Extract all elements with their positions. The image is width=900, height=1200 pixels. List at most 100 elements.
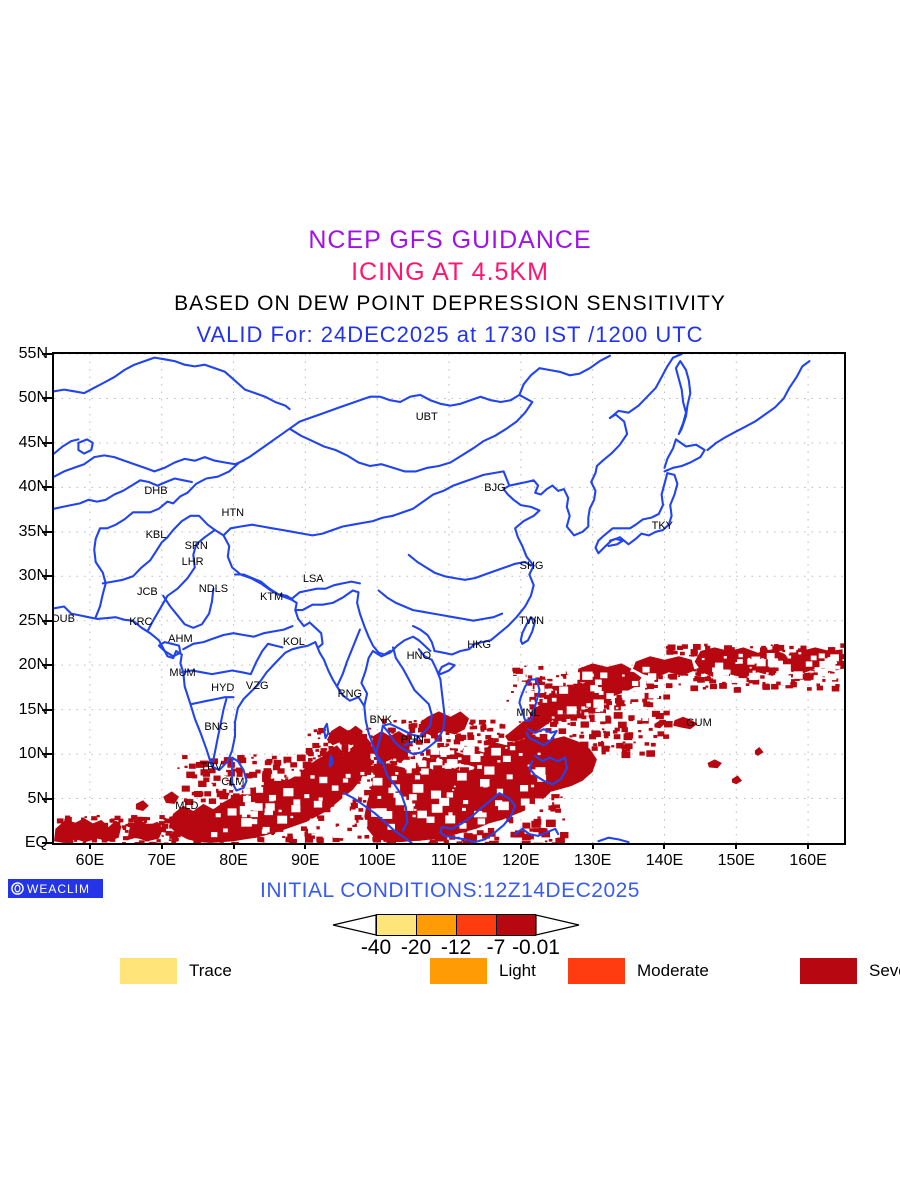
legend-label-light: Light [499, 961, 536, 980]
x-tick-70E: 70E [147, 852, 176, 869]
city-label-lhr: LHR [181, 556, 204, 569]
x-tick-140E: 140E [645, 852, 684, 869]
colorbar-segment-1 [416, 914, 456, 936]
x-tickmark [519, 842, 522, 849]
city-label-htn: HTN [221, 507, 245, 520]
coastline-borders [54, 354, 811, 843]
icing-severe-regions [54, 643, 844, 843]
y-tickmark [42, 753, 52, 756]
city-label-jcb: JCB [136, 586, 158, 599]
city-label-rng: RNG [337, 687, 363, 700]
colorbar-segment-0 [376, 914, 416, 936]
title-valid-time: VALID For: 24DEC2025 at 1730 IST /1200 U… [196, 322, 704, 347]
colorbar-segment-2 [456, 914, 496, 936]
city-label-shg: SHG [519, 559, 544, 572]
city-label-dub: DUB [51, 612, 75, 625]
x-tick-150E: 150E [717, 852, 755, 869]
city-label-bng: BNG [204, 721, 229, 734]
title-model: NCEP GFS GUIDANCE [308, 226, 592, 254]
colorbar-tick-1: -20 [400, 936, 432, 959]
y-tick-50N: 50N [18, 389, 48, 407]
city-label-hno: HNO [406, 650, 432, 663]
y-tickmark [42, 708, 52, 711]
logo-label: WEACLIM [27, 881, 91, 896]
city-label-bnk: BNK [369, 714, 393, 727]
x-tickmark [591, 842, 594, 849]
y-tick-40N: 40N [18, 478, 48, 496]
x-tick-100E: 100E [358, 852, 396, 869]
city-label-mnl: MNL [516, 707, 540, 720]
y-tick-20N: 20N [18, 656, 48, 674]
colorbar-tick-labels: -40 -20 -12 -7 -0.01 [300, 936, 620, 960]
colorbar-tick-3: -7 [486, 936, 506, 959]
city-label-gum: GUM [686, 716, 712, 729]
x-tick-120E: 120E [502, 852, 540, 869]
x-tickmark [304, 842, 307, 849]
city-label-ktm: KTM [259, 590, 284, 603]
x-tickmark [160, 842, 163, 849]
x-tickmark [232, 842, 235, 849]
y-tick-15N: 15N [18, 700, 48, 718]
x-tick-80E: 80E [219, 852, 248, 869]
y-tick-EQ: EQ [24, 834, 48, 851]
legend-swatch-moderate [568, 958, 625, 984]
initial-conditions-text: INITIAL CONDITIONS:12Z14DEC2025 [259, 879, 640, 902]
y-tick-30N: 30N [18, 567, 48, 585]
y-tickmark [42, 397, 52, 400]
city-label-twn: TWN [519, 614, 545, 627]
city-label-ndls: NDLS [198, 582, 229, 595]
x-tick-90E: 90E [291, 852, 320, 869]
y-tick-5N: 5N [27, 789, 48, 807]
legend-label-severe: Severe [869, 961, 900, 980]
y-tickmark [42, 441, 52, 444]
x-tick-130E: 130E [573, 852, 612, 869]
city-label-mum: MUM [169, 667, 196, 680]
y-tickmark [42, 575, 52, 578]
x-tickmark [735, 842, 738, 849]
y-tickmark [42, 353, 52, 355]
colorbar-arrows [332, 914, 580, 936]
y-tick-10N: 10N [18, 745, 48, 763]
city-label-mld: MLD [175, 799, 199, 812]
legend-item-severe: Severe [800, 958, 900, 984]
colorbar-tick-0: -40 [360, 936, 392, 959]
colorbar-segment-3 [496, 914, 536, 936]
legend-item-trace: Trace [120, 958, 232, 984]
x-tick-160E: 160E [789, 852, 827, 869]
city-label-srn: SRN [184, 540, 208, 553]
city-label-hyd: HYD [211, 682, 235, 695]
city-label-lsa: LSA [302, 572, 324, 585]
city-label-vzg: VZG [245, 679, 269, 692]
map-plot-area: DUB DHB KBL KRC SRN LHR HTN JCB NDLS AHM MUM KTM LSA… [52, 352, 846, 845]
title-product: ICING AT 4.5KM [351, 258, 549, 286]
city-label-bjg: BJG [484, 482, 506, 495]
map-canvas [54, 354, 844, 843]
circle-logo-icon [11, 882, 24, 895]
y-tickmark [42, 619, 52, 622]
y-tick-45N: 45N [18, 433, 48, 451]
city-label-ahm: AHM [168, 632, 193, 645]
y-tick-35N: 35N [18, 522, 48, 540]
city-label-hkg: HKG [467, 638, 492, 651]
city-label-kbl: KBL [145, 529, 167, 542]
severity-legend: Trace Light Moderate Severe [0, 958, 900, 988]
y-tickmark [42, 797, 52, 800]
title-method: BASED ON DEW POINT DEPRESSION SENSITIVIT… [174, 292, 726, 315]
city-label-ubt: UBT [415, 411, 438, 424]
city-label-kol: KOL [282, 636, 305, 649]
x-tickmark [807, 842, 810, 849]
colorbar-tick-4: -0.01 [512, 936, 560, 959]
x-tickmark [448, 842, 450, 849]
colorbar-tick-2: -12 [440, 936, 472, 959]
legend-swatch-severe [800, 958, 857, 984]
legend-item-moderate: Moderate [568, 958, 709, 984]
city-label-tky: TKY [651, 519, 673, 532]
city-label-clm: CLM [221, 775, 245, 788]
y-tickmark [42, 530, 52, 533]
x-tickmark [663, 842, 666, 849]
y-tick-25N: 25N [18, 611, 48, 629]
legend-swatch-trace [120, 958, 177, 984]
y-tickmark [42, 486, 52, 489]
weaclim-logo: WEACLIM [8, 879, 103, 898]
